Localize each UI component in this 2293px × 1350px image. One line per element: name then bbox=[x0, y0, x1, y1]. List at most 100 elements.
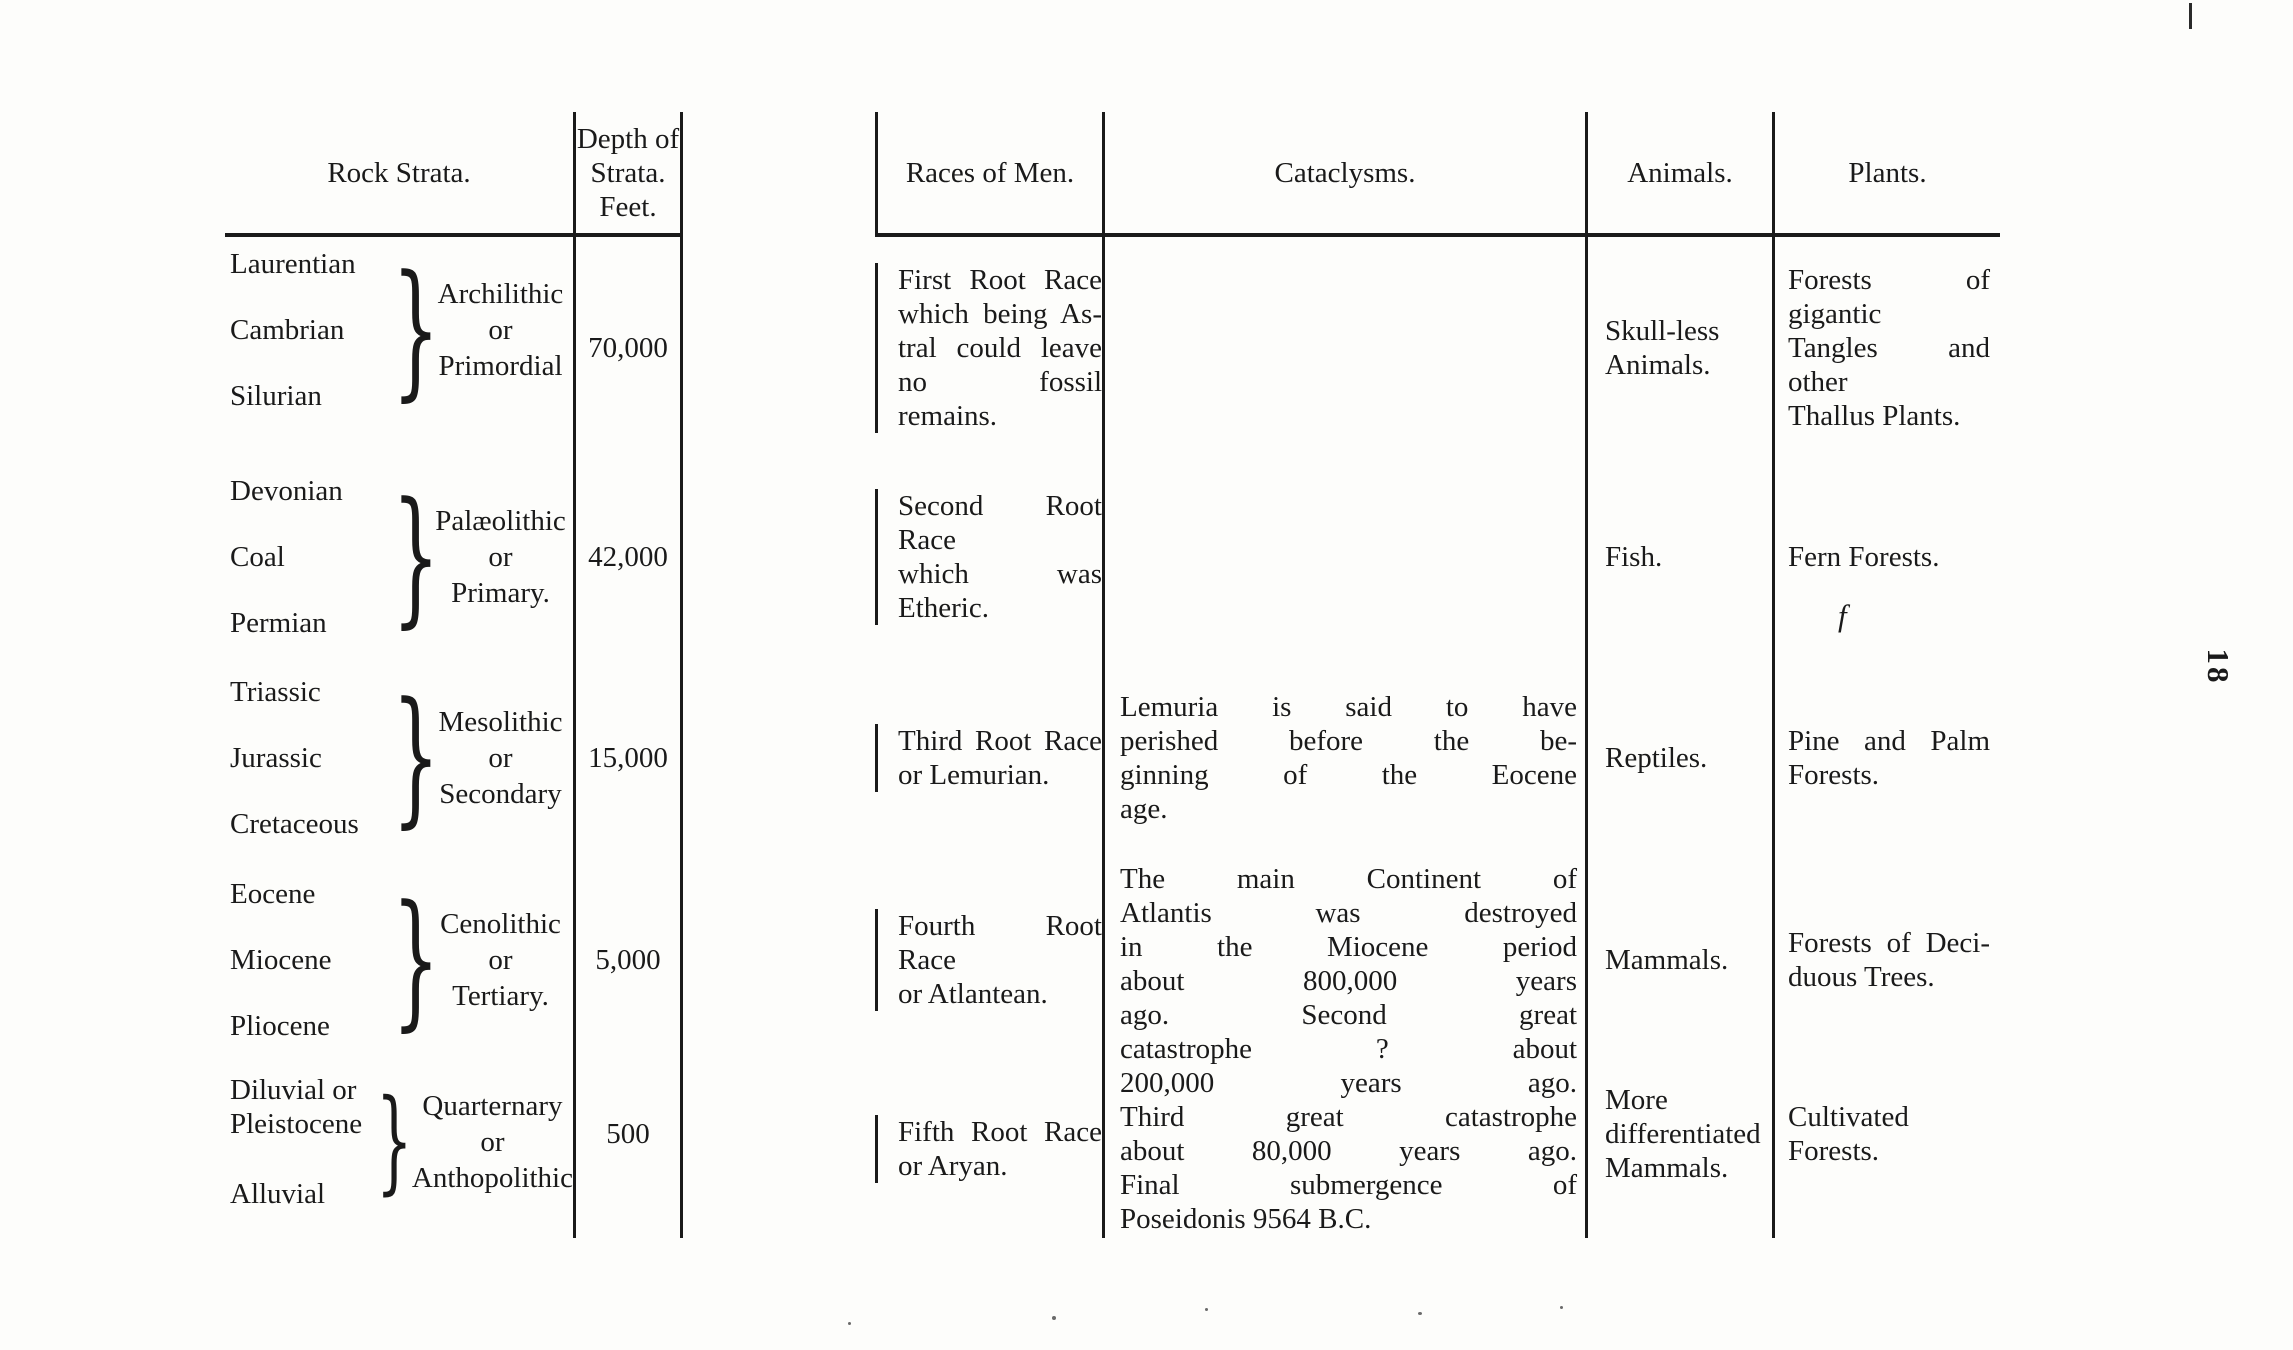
scan-noise-dot bbox=[1052, 1316, 1056, 1320]
plants-cell: Forests of Deci-duous Trees. bbox=[1772, 860, 2000, 1060]
brace-glyph: } bbox=[392, 244, 440, 416]
depth-cell: 15,000 bbox=[573, 655, 680, 860]
plants-text: Forests of Deci-duous Trees. bbox=[1788, 927, 1990, 993]
cataclysms-cell bbox=[1102, 459, 1585, 655]
scan-noise-dot bbox=[1418, 1312, 1422, 1315]
brace-glyph: } bbox=[392, 471, 440, 643]
cataclysms-cell: The main Continent of Atlantis was destro… bbox=[1102, 860, 1585, 1238]
strata-cell: Eocene Miocene Pliocene } Cenolithic or Te… bbox=[225, 860, 573, 1060]
scan-noise-dot bbox=[848, 1322, 851, 1325]
strata-period: Devonian bbox=[230, 475, 343, 507]
header-plants: Plants. bbox=[1772, 112, 2000, 237]
header-depth: Depth of Strata. Feet. bbox=[573, 112, 680, 237]
header-gutter bbox=[680, 112, 875, 237]
header-animals: Animals. bbox=[1585, 112, 1772, 237]
gutter-cell bbox=[680, 1060, 875, 1238]
plants-text: Fern Forests. bbox=[1788, 541, 1940, 573]
page-number: 18 bbox=[2201, 648, 2236, 686]
strata-period: Alluvial bbox=[230, 1178, 326, 1210]
strata-period-list: Laurentian Cambrian Silurian bbox=[230, 247, 380, 413]
plants-cell: Fern Forests. bbox=[1772, 459, 2000, 655]
depth-value: 42,000 bbox=[588, 541, 668, 573]
scan-tick-mark bbox=[2189, 3, 2192, 29]
header-label: Cataclysms. bbox=[1274, 156, 1416, 189]
era-label: Cenolithic or Tertiary. bbox=[440, 908, 561, 1012]
gutter-cell bbox=[680, 655, 875, 860]
plants-text: Pine and Palm Forests. bbox=[1788, 724, 1990, 791]
era-label: Quarternary or Anthopolithic bbox=[411, 1090, 573, 1194]
cataclysms-cell bbox=[1102, 237, 1585, 459]
strata-cell: Laurentian Cambrian Silurian } Archilith… bbox=[225, 237, 573, 459]
plants-cell: Cultivated Forests. bbox=[1772, 1060, 2000, 1238]
brace-glyph: } bbox=[392, 874, 440, 1046]
gutter-cell bbox=[680, 860, 875, 1060]
depth-cell: 42,000 bbox=[573, 459, 680, 655]
races-cell: Third Root Race or Lemurian. bbox=[875, 723, 1102, 792]
races-cell: First Root Race which being As-tral could… bbox=[875, 263, 1102, 433]
animals-text: More differentiated Mammals. bbox=[1605, 1084, 1761, 1184]
cataclysms-text: Lemuria is said to have perished before t… bbox=[1120, 690, 1577, 825]
strata-period: Pliocene bbox=[230, 1010, 330, 1042]
cataclysms-text: The main Continent of Atlantis was destro… bbox=[1120, 863, 1577, 1235]
depth-value: 500 bbox=[606, 1118, 650, 1150]
strata-period: Diluvial or Pleistocene bbox=[230, 1074, 363, 1140]
gutter-cell bbox=[680, 237, 875, 459]
era-label: Archilithic or Primordial bbox=[437, 278, 564, 382]
animals-text: Skull-less Animals. bbox=[1605, 315, 1720, 381]
header-label: Animals. bbox=[1627, 156, 1733, 189]
animals-cell: More differentiated Mammals. bbox=[1585, 1060, 1772, 1238]
header-label: Races of Men. bbox=[905, 156, 1075, 189]
brace-glyph: } bbox=[375, 1075, 413, 1208]
strata-cell: Triassic Jurassic Cretaceous } Mesolithi… bbox=[225, 655, 573, 860]
plants-cell: Pine and Palm Forests. bbox=[1772, 655, 2000, 860]
animals-cell: Reptiles. bbox=[1585, 655, 1772, 860]
races-cell: Fifth Root Race or Aryan. bbox=[875, 1115, 1102, 1183]
plants-cell: Forests of gigantic Tangles and other Thal… bbox=[1772, 237, 2000, 459]
header-cataclysms: Cataclysms. bbox=[1102, 112, 1585, 237]
strata-period-list: Devonian Coal Permian bbox=[230, 474, 380, 640]
strata-period: Laurentian bbox=[230, 248, 356, 280]
era-label: Mesolithic or Secondary bbox=[438, 705, 563, 810]
depth-value: 15,000 bbox=[588, 741, 668, 774]
depth-cell: 5,000 bbox=[573, 860, 680, 1060]
era-label: Palæolithic or Primary. bbox=[435, 505, 566, 609]
strata-period: Coal bbox=[230, 541, 285, 573]
depth-value: 5,000 bbox=[595, 944, 661, 976]
races-cell: Fourth Root Race or Atlantean. bbox=[875, 909, 1102, 1011]
animals-text: Fish. bbox=[1605, 541, 1663, 573]
brace-glyph: } bbox=[392, 671, 440, 843]
animals-text: Reptiles. bbox=[1605, 741, 1708, 774]
animals-cell: Mammals. bbox=[1585, 860, 1772, 1060]
plants-text: Forests of gigantic Tangles and other Thal… bbox=[1788, 264, 1990, 432]
strata-period: Miocene bbox=[230, 944, 332, 976]
header-rock-strata: Rock Strata. bbox=[225, 112, 573, 237]
strata-cell: Devonian Coal Permian } Palæolithic or Pri… bbox=[225, 459, 573, 655]
animals-cell: Fish. bbox=[1585, 459, 1772, 655]
strata-period: Jurassic bbox=[230, 741, 322, 774]
scan-noise-dot bbox=[1205, 1308, 1208, 1311]
strata-period: Cambrian bbox=[230, 314, 345, 346]
strata-period-list: Diluvial or Pleistocene Alluvial bbox=[230, 1073, 364, 1211]
depth-cell: 500 bbox=[573, 1060, 680, 1238]
animals-text: Mammals. bbox=[1605, 944, 1729, 976]
strata-period: Eocene bbox=[230, 878, 316, 910]
races-cell: Second Root Race which was Etheric. bbox=[875, 489, 1102, 625]
strata-period-list: Eocene Miocene Pliocene bbox=[230, 877, 380, 1043]
strata-period: Permian bbox=[230, 607, 327, 639]
header-label: Rock Strata. bbox=[327, 156, 471, 189]
scan-noise-dot bbox=[1560, 1306, 1563, 1309]
animals-cell: Skull-less Animals. bbox=[1585, 237, 1772, 459]
strata-cell: Diluvial or Pleistocene Alluvial } Quarte… bbox=[225, 1060, 573, 1238]
depth-cell: 70,000 bbox=[573, 237, 680, 459]
header-label: Depth of Strata. Feet. bbox=[576, 122, 680, 223]
strata-period-list: Triassic Jurassic Cretaceous bbox=[230, 675, 380, 841]
depth-value: 70,000 bbox=[588, 332, 668, 364]
strata-period: Triassic bbox=[230, 675, 321, 708]
gutter-cell bbox=[680, 459, 875, 655]
cataclysms-cell: Lemuria is said to have perished before t… bbox=[1102, 655, 1585, 860]
header-label: Plants. bbox=[1848, 156, 1927, 189]
strata-period: Silurian bbox=[230, 380, 322, 412]
header-races: Races of Men. bbox=[875, 112, 1102, 237]
strata-period: Cretaceous bbox=[230, 807, 359, 840]
